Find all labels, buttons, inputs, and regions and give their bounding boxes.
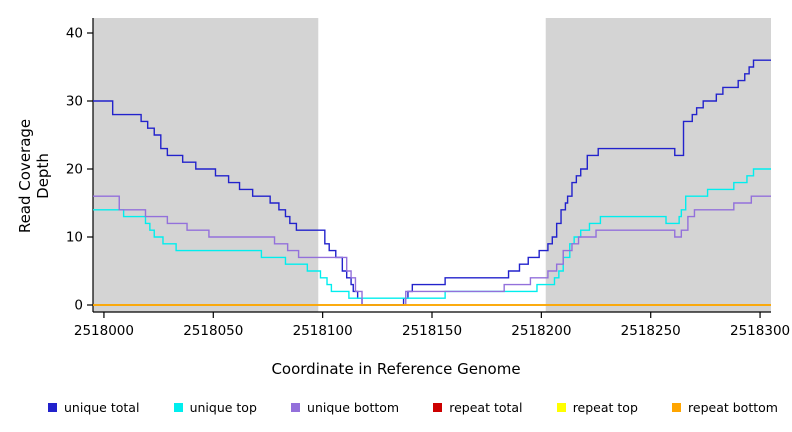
legend-item-repeat-top: repeat top <box>556 400 638 415</box>
y-tick-label: 10 <box>66 230 83 246</box>
legend-swatch-repeat-total <box>433 403 443 412</box>
shaded-region-1 <box>545 18 771 312</box>
x-tick-label: 2518250 <box>621 323 681 339</box>
legend-swatch-unique-bottom <box>291 403 301 412</box>
y-axis-title: Read Coverage Depth <box>16 118 52 234</box>
legend-item-unique-top: unique top <box>173 400 257 415</box>
legend-item-unique-total: unique total <box>48 400 139 415</box>
legend-swatch-repeat-bottom <box>672 403 682 412</box>
legend-item-repeat-bottom: repeat bottom <box>672 400 778 415</box>
y-tick-label: 20 <box>66 162 83 178</box>
x-tick-label: 2518300 <box>730 323 790 339</box>
chart-plot: 2518000 2518050 2518100 2518150 2518200 25182… <box>66 18 790 339</box>
x-tick-label: 2518000 <box>74 323 134 339</box>
legend-item-repeat-total: repeat total <box>433 400 523 415</box>
legend-label-unique-bottom: unique bottom <box>307 400 400 415</box>
legend-item-unique-bottom: unique bottom <box>291 400 399 415</box>
legend-label-repeat-top: repeat top <box>572 400 638 415</box>
legend-swatch-unique-top <box>173 403 183 412</box>
legend-swatch-unique-total <box>48 403 57 412</box>
x-tick-label: 2518050 <box>183 323 243 339</box>
legend: unique total unique top unique bottom re… <box>48 400 778 415</box>
legend-swatch-repeat-top <box>556 403 566 412</box>
shaded-region-0 <box>93 18 319 312</box>
series-line-unique-bottom <box>93 195 771 306</box>
x-axis-title: Coordinate in Reference Genome <box>271 360 521 378</box>
legend-label-unique-total: unique total <box>64 400 140 415</box>
x-tick-label: 2518100 <box>293 323 353 339</box>
legend-label-unique-top: unique top <box>189 400 257 415</box>
x-tick-label: 2518200 <box>511 323 571 339</box>
x-tick-label: 2518150 <box>402 323 462 339</box>
y-tick-label: 0 <box>74 298 83 314</box>
legend-label-repeat-total: repeat total <box>449 400 523 415</box>
y-tick-label: 40 <box>66 26 83 42</box>
y-tick-label: 30 <box>66 94 83 110</box>
series-line-unique-top <box>93 168 771 299</box>
legend-label-repeat-bottom: repeat bottom <box>688 400 778 415</box>
